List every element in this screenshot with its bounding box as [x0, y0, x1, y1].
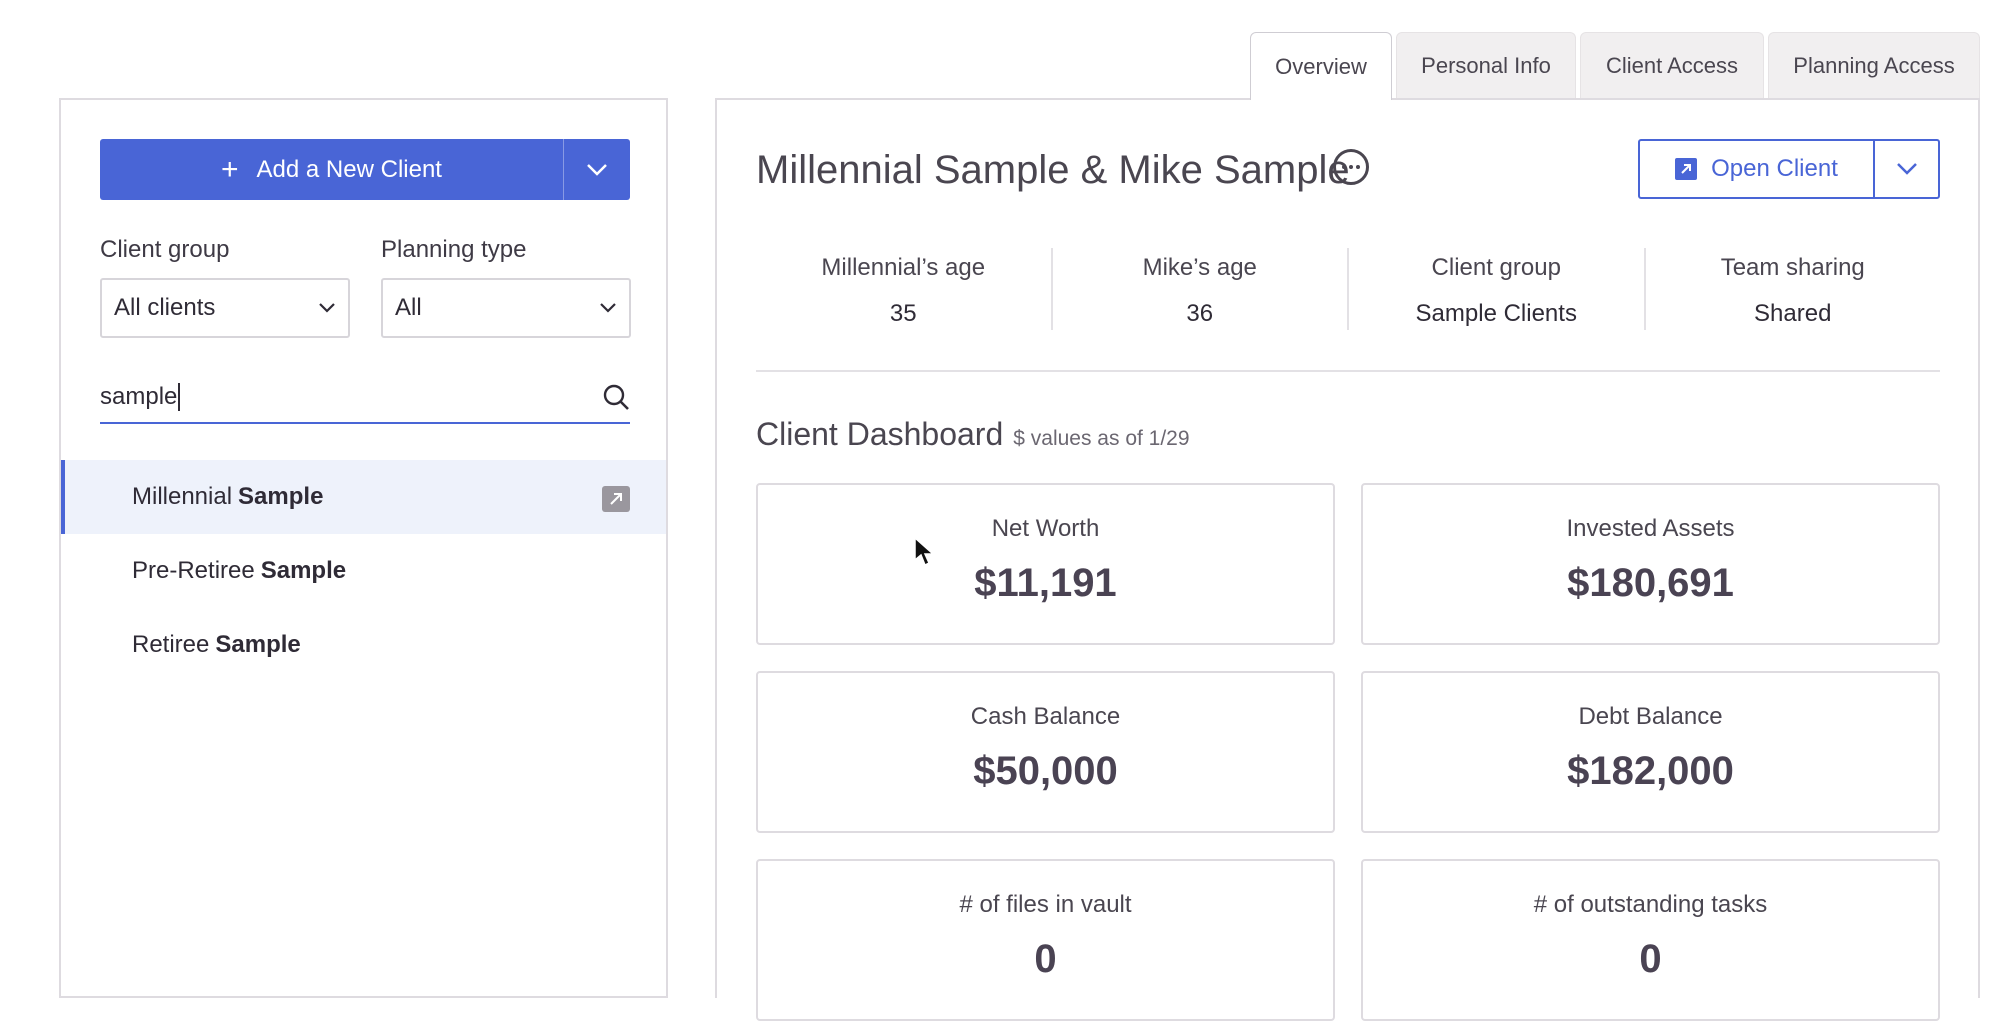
add-client-label: Add a New Client	[256, 155, 442, 183]
divider	[756, 370, 1940, 372]
metric-card-net-worth: Net Worth $11,191	[756, 483, 1335, 645]
metric-value: 0	[1034, 937, 1057, 981]
info-cell: Millennial’s age 35	[756, 248, 1053, 330]
metric-label: Cash Balance	[970, 703, 1121, 730]
client-last-name: Sample	[215, 631, 301, 658]
client-group-label: Client group	[100, 236, 230, 263]
client-first-name: Pre-Retiree	[132, 557, 255, 584]
planning-type-label: Planning type	[381, 236, 527, 263]
info-label: Client group	[1431, 254, 1561, 281]
client-results-list: Millennial Sample Pre-Retiree Sample Retir…	[61, 460, 666, 682]
info-value: Sample Clients	[1415, 300, 1577, 327]
client-first-name: Millennial	[132, 483, 233, 510]
open-external-icon	[1675, 158, 1698, 180]
open-client-button[interactable]: Open Client	[1640, 141, 1873, 197]
chevron-down-icon	[1896, 163, 1917, 175]
tab-overview[interactable]: Overview	[1250, 32, 1392, 100]
metric-card-debt-balance: Debt Balance $182,000	[1361, 671, 1940, 833]
list-item[interactable]: Millennial Sample	[61, 460, 666, 534]
info-value: 36	[1186, 300, 1214, 327]
more-options-icon[interactable]	[1333, 149, 1369, 185]
client-summary-row: Millennial’s age 35 Mike’s age 36 Client…	[756, 248, 1940, 330]
dashboard-heading: Client Dashboard $ values as of 1/29	[756, 416, 1190, 453]
client-group-value: All clients	[114, 294, 216, 321]
client-search-field[interactable]: sample	[100, 372, 630, 424]
client-group-select[interactable]: All clients	[100, 278, 350, 338]
metric-card-cash-balance: Cash Balance $50,000	[756, 671, 1335, 833]
metric-label: Invested Assets	[1566, 515, 1735, 542]
client-overview-panel: Millennial Sample & Mike Sample Open Cli…	[715, 98, 1980, 1021]
client-last-name: Sample	[238, 483, 324, 510]
page-title: Millennial Sample & Mike Sample	[756, 148, 1350, 192]
tab-personal-info[interactable]: Personal Info	[1396, 32, 1576, 98]
client-last-name: Sample	[260, 557, 347, 584]
add-client-button[interactable]: + Add a New Client	[100, 139, 563, 200]
info-value: Shared	[1754, 300, 1832, 327]
metric-label: Net Worth	[991, 515, 1100, 542]
metric-card-files-in-vault: # of files in vault 0	[756, 859, 1335, 1021]
open-external-icon[interactable]	[602, 486, 630, 512]
open-client-split-button: Open Client	[1638, 139, 1940, 199]
metric-value: $182,000	[1567, 749, 1734, 793]
tab-client-access[interactable]: Client Access	[1580, 32, 1764, 98]
tab-planning-access[interactable]: Planning Access	[1768, 32, 1980, 98]
mouse-cursor-icon	[914, 537, 934, 567]
client-list-panel: + Add a New Client Client group All clie…	[59, 98, 668, 998]
chevron-down-icon	[319, 303, 335, 313]
search-icon[interactable]	[602, 383, 630, 411]
info-cell: Mike’s age 36	[1053, 248, 1349, 330]
dashboard-subtitle: $ values as of 1/29	[1013, 427, 1190, 450]
metric-card-invested-assets: Invested Assets $180,691	[1361, 483, 1940, 645]
list-item[interactable]: Pre-Retiree Sample	[61, 534, 666, 608]
metric-label: # of files in vault	[959, 891, 1132, 918]
planning-type-value: All	[395, 294, 422, 321]
info-cell: Team sharing Shared	[1646, 248, 1941, 330]
metric-value: $50,000	[973, 749, 1118, 793]
metric-label: # of outstanding tasks	[1533, 891, 1768, 918]
metric-value: 0	[1639, 937, 1662, 981]
metric-value: $180,691	[1567, 561, 1734, 605]
search-input[interactable]: sample	[100, 383, 602, 412]
info-label: Millennial’s age	[821, 254, 986, 281]
metric-value: $11,191	[974, 561, 1117, 605]
open-client-dropdown-button[interactable]	[1873, 141, 1938, 197]
metric-card-outstanding-tasks: # of outstanding tasks 0	[1361, 859, 1940, 1021]
plus-icon: +	[221, 152, 239, 186]
metric-label: Debt Balance	[1578, 703, 1723, 730]
add-client-dropdown-button[interactable]	[563, 139, 630, 200]
client-first-name: Retiree	[132, 631, 210, 658]
info-label: Team sharing	[1720, 254, 1865, 281]
info-value: 35	[889, 300, 917, 327]
chevron-down-icon	[587, 163, 607, 176]
chevron-down-icon	[600, 303, 616, 313]
tab-bar: Overview Personal Info Client Access Pla…	[1250, 32, 1984, 100]
add-client-split-button: + Add a New Client	[100, 139, 630, 200]
list-item[interactable]: Retiree Sample	[61, 608, 666, 682]
dashboard-title: Client Dashboard	[756, 416, 1004, 452]
planning-type-select[interactable]: All	[381, 278, 631, 338]
info-cell: Client group Sample Clients	[1349, 248, 1646, 330]
open-client-label: Open Client	[1711, 155, 1838, 182]
info-label: Mike’s age	[1142, 254, 1257, 281]
